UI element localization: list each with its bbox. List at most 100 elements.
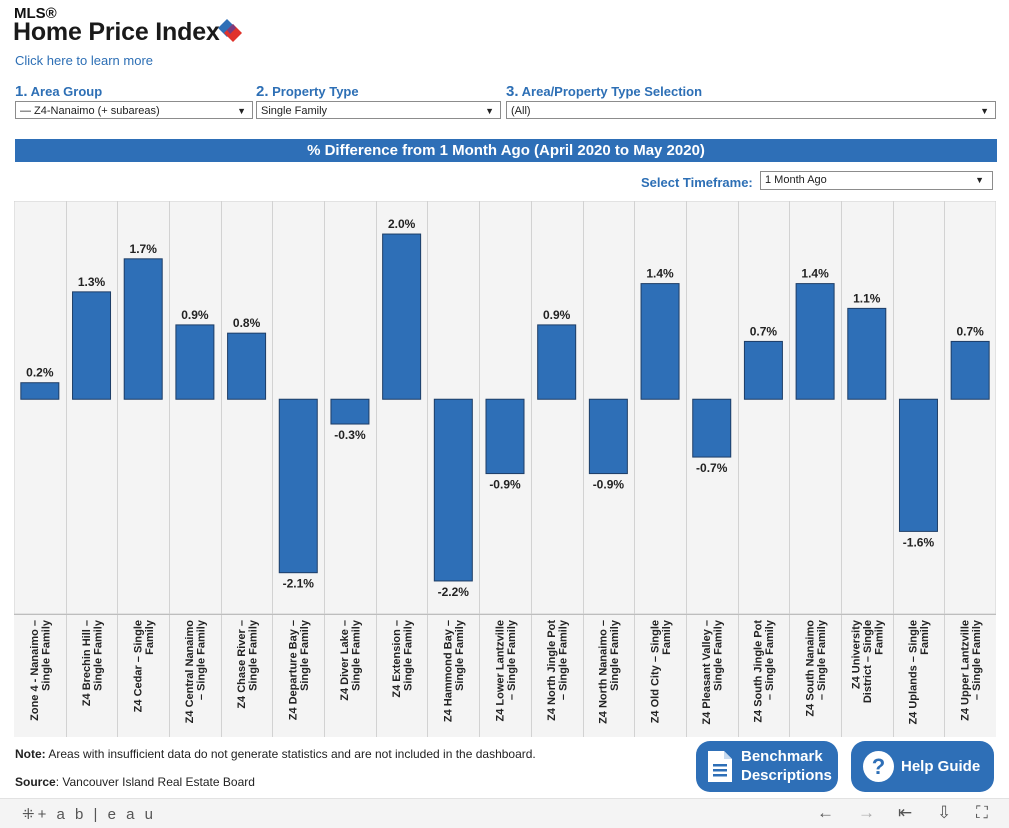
data-label: 0.9% (181, 308, 209, 322)
property-type-dropdown[interactable]: Single Family ▼ (256, 101, 501, 119)
data-label: 0.2% (26, 366, 54, 380)
category-label: Single Family (712, 619, 724, 691)
download-icon[interactable]: ⇩ (937, 803, 952, 822)
category-label: – Single Family (557, 619, 569, 700)
dropdown-arrow-icon: ▼ (237, 106, 246, 116)
data-label: -2.1% (283, 577, 315, 591)
data-label: 0.7% (956, 324, 984, 338)
category-label: Z4 Pleasant Valley – (701, 620, 713, 725)
category-label: – Single Family (971, 619, 983, 700)
bar (123, 258, 163, 400)
help-guide-button[interactable]: ? Help Guide (851, 741, 994, 792)
category-label: Z4 Central Nanaimo (184, 620, 196, 724)
timeframe-label: Select Timeframe: (641, 175, 753, 190)
data-label: 1.3% (78, 275, 106, 289)
category-label: Z4 Lower Lantzville (494, 620, 506, 721)
area-group-dropdown[interactable]: — Z4-Nanaimo (+ subareas) ▼ (15, 101, 253, 119)
category-label: Z4 Cedar – Single (132, 620, 144, 712)
category-label: – Single Family (506, 619, 518, 700)
category-label: Single Family (454, 619, 466, 691)
help-guide-label: Help Guide (901, 758, 981, 775)
category-label: Z4 North Jingle Pot (546, 620, 558, 721)
timeframe-dropdown[interactable]: 1 Month Ago ▼ (760, 171, 993, 190)
bar (537, 324, 577, 400)
category-label: Z4 South Nanaimo (804, 620, 816, 717)
learn-more-link[interactable]: Click here to learn more (15, 53, 153, 68)
category-label: Z4 Uplands – Single (908, 620, 920, 725)
dropdown-arrow-icon: ▼ (975, 175, 984, 185)
source-prefix: Source (15, 775, 56, 789)
category-label-area (14, 614, 996, 737)
property-type-label: Property Type (272, 84, 359, 99)
category-label: Z4 Hammond Bay – (443, 620, 455, 722)
category-label: Family (919, 619, 931, 655)
category-label: Single Family (609, 619, 621, 691)
dropdown-arrow-icon: ▼ (980, 106, 989, 116)
category-label: Single Family (92, 619, 104, 691)
bar (72, 291, 112, 400)
category-label: Z4 North Nanaimo – (598, 620, 610, 724)
category-label: Single Family (402, 619, 414, 691)
selection-value: (All) (511, 105, 531, 117)
chart-title-banner: % Difference from 1 Month Ago (April 202… (15, 139, 997, 162)
category-label: Z4 South Jingle Pot (753, 620, 765, 723)
svg-text:?: ? (872, 754, 885, 779)
bar (20, 382, 60, 400)
bar (795, 283, 835, 400)
first-page-icon[interactable]: ⇤ (898, 803, 913, 822)
back-arrow-icon[interactable]: ← (817, 803, 834, 822)
bar (898, 398, 938, 532)
category-label: Family (873, 619, 885, 655)
selection-dropdown[interactable]: (All) ▼ (506, 101, 996, 119)
data-label: 2.0% (388, 217, 416, 231)
data-label: -0.7% (696, 461, 728, 475)
data-label: 1.4% (646, 267, 674, 281)
category-label: – Single Family (764, 619, 776, 700)
category-label: Z4 University (850, 619, 862, 689)
bar (433, 398, 473, 582)
source-body: : Vancouver Island Real Estate Board (55, 775, 255, 789)
area-group-filter: 1. Area Group — Z4-Nanaimo (+ subareas) … (15, 83, 253, 119)
dropdown-arrow-icon: ▼ (485, 106, 494, 116)
data-label: 1.1% (853, 291, 881, 305)
selection-filter: 3. Area/Property Type Selection (All) ▼ (506, 83, 996, 119)
page-title: Home Price Index (13, 18, 220, 46)
category-label: Z4 Diver Lake – (339, 620, 351, 701)
data-label: 0.8% (233, 316, 261, 330)
bar (588, 398, 628, 475)
note-prefix: Note: (15, 747, 46, 761)
data-label: -0.9% (489, 478, 521, 492)
category-label: Single Family (299, 619, 311, 691)
category-label: Single Family (41, 619, 53, 691)
category-label: Z4 Chase River – (236, 620, 248, 709)
area-group-number: 1. (15, 83, 28, 100)
forward-arrow-icon[interactable]: → (858, 803, 875, 822)
benchmark-descriptions-button[interactable]: Benchmark Descriptions (696, 741, 838, 792)
category-label: District – Single (862, 620, 874, 703)
category-label: Z4 Brechin Hill – (81, 620, 93, 706)
bar (175, 324, 215, 400)
note-body: Areas with insufficient data do not gene… (45, 747, 536, 761)
note-text: Note: Areas with insufficient data do no… (15, 747, 536, 761)
selection-label: Area/Property Type Selection (521, 84, 703, 99)
area-group-value: — Z4-Nanaimo (+ subareas) (20, 105, 160, 117)
tableau-toolbar: ⁜+ a b | e a u ← → ⇤ ⇩ ⛶ (0, 798, 1009, 828)
bar (743, 340, 783, 400)
bar (847, 307, 887, 400)
timeframe-value: 1 Month Ago (765, 174, 827, 186)
bar-chart: 0.2%Zone 4 - Nanaimo – Single Family1.3%Z… (14, 201, 996, 737)
tableau-plus-icon: ⁜ (22, 806, 38, 823)
category-label: Z4 Extension – (391, 620, 403, 698)
category-label: Z4 Upper Lantzville (959, 620, 971, 721)
bar (278, 398, 318, 574)
data-label: 1.4% (801, 267, 829, 281)
data-label: -2.2% (438, 585, 470, 599)
area-group-label: Area Group (30, 84, 103, 99)
data-label: -0.3% (334, 428, 366, 442)
category-label: Family (661, 619, 673, 655)
tableau-logo[interactable]: ⁜+ a b | e a u (22, 806, 156, 823)
mls-label: MLS® (14, 5, 57, 22)
fullscreen-icon[interactable]: ⛶ (976, 803, 988, 822)
category-label: Single Family (351, 619, 363, 691)
bar (640, 283, 680, 400)
